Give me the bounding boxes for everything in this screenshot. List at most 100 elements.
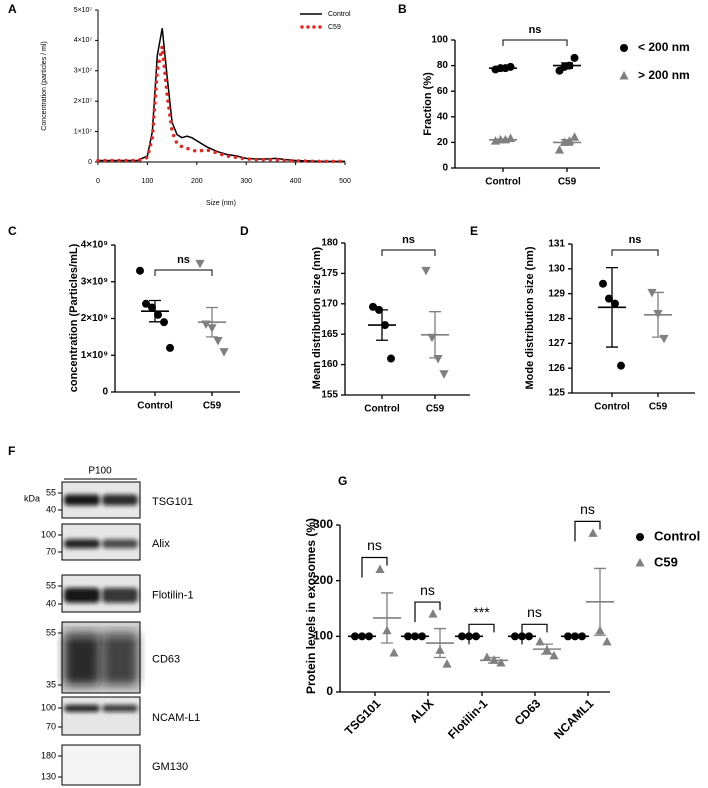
data-point — [611, 299, 619, 308]
error-bar — [606, 266, 618, 348]
marker-label: 130 — [41, 771, 56, 781]
panel-letter: F — [8, 444, 15, 458]
data-point — [599, 279, 607, 288]
data-point — [617, 361, 625, 370]
y-tick-label: 129 — [548, 288, 565, 299]
data-point — [605, 294, 613, 303]
row-label: NCAM-L1 — [152, 712, 200, 724]
significance-label: ns — [529, 24, 542, 36]
row-label: CD63 — [152, 653, 180, 665]
data-point — [496, 658, 506, 667]
data-point — [148, 303, 156, 312]
data-point — [588, 528, 598, 537]
row-label: Flotilin-1 — [152, 589, 194, 601]
data-point — [428, 609, 438, 618]
data-point — [535, 636, 545, 646]
y-tick-label: 1×10⁷ — [74, 128, 93, 135]
band — [64, 704, 100, 712]
error-bar — [206, 306, 218, 338]
error-bar — [497, 66, 509, 70]
data-point — [195, 259, 205, 269]
y-tick-label: 130 — [548, 263, 565, 274]
legend-label: Control — [654, 528, 700, 543]
blot-header: P100 — [88, 466, 112, 477]
data-point — [659, 334, 669, 344]
panel-letter: B — [398, 2, 407, 16]
marker-label: 35 — [46, 679, 56, 689]
data-point — [439, 370, 449, 379]
error-bar — [376, 309, 388, 341]
error-bar — [541, 643, 553, 655]
significance-label: ns — [580, 501, 595, 517]
y-tick-label: 131 — [548, 239, 565, 250]
error-bar — [594, 567, 606, 636]
error-bar — [149, 299, 161, 323]
band — [64, 494, 100, 506]
x-tick-label: 200 — [191, 178, 203, 185]
panel-letter: E — [470, 224, 478, 238]
data-point — [427, 333, 437, 343]
y-tick-label: 4×10⁷ — [74, 37, 93, 44]
data-point — [387, 354, 395, 363]
marker-label: 180 — [41, 750, 56, 760]
x-tick-label: 100 — [142, 178, 154, 185]
marker-label: 40 — [46, 598, 56, 608]
data-point — [421, 266, 431, 276]
y-tick-label: 126 — [548, 363, 565, 374]
y-tick-label: 175 — [321, 268, 338, 279]
panel-letter: C — [8, 224, 17, 238]
y-tick-label: 160 — [321, 359, 338, 370]
legend-marker — [635, 558, 645, 567]
y-tick-label: 100 — [313, 629, 333, 643]
x-tick-label: Control — [137, 401, 173, 412]
error-bar — [381, 592, 393, 644]
x-tick-label: C59 — [426, 404, 445, 415]
row-label: GM130 — [152, 761, 188, 773]
y-axis-label: Mode distribution size (nm) — [524, 246, 536, 389]
y-tick-label: 40 — [437, 111, 449, 122]
significance-label: ns — [527, 604, 542, 620]
y-tick-label: 60 — [437, 86, 449, 97]
significance-label: ns — [629, 234, 642, 246]
data-point — [136, 266, 144, 275]
marker-label: 55 — [46, 627, 56, 637]
series-line — [96, 46, 347, 164]
error-bar — [561, 139, 573, 146]
x-tick-label: ALIX — [407, 696, 436, 725]
error-bar — [429, 311, 441, 359]
significance-label: ns — [177, 254, 190, 266]
y-tick-label: 100 — [431, 35, 448, 46]
significance-label: *** — [473, 604, 490, 620]
x-tick-label: 400 — [290, 178, 302, 185]
data-point — [375, 564, 385, 574]
y-axis-label: Fraction (%) — [422, 72, 434, 136]
legend-marker — [620, 44, 628, 52]
marker-label: 100 — [41, 702, 56, 712]
data-point — [160, 318, 168, 327]
row-label: Alix — [152, 538, 170, 550]
band — [102, 704, 138, 712]
data-point — [482, 652, 492, 661]
band — [102, 637, 138, 686]
y-axis-label: Mean distribution size (nm) — [311, 246, 323, 389]
y-tick-label: 125 — [548, 388, 565, 399]
significance-bracket — [611, 249, 659, 256]
band — [64, 637, 100, 686]
x-tick-label: Control — [594, 402, 630, 413]
y-tick-label: 0 — [442, 163, 448, 174]
y-tick-label: 5×10⁷ — [74, 7, 93, 14]
significance-bracket — [468, 623, 495, 645]
data-point — [602, 636, 612, 646]
band — [64, 629, 100, 644]
marker-label: 40 — [46, 504, 56, 514]
x-tick-label: Control — [364, 404, 400, 415]
significance-label: ns — [420, 582, 435, 598]
error-bar — [434, 627, 446, 659]
x-tick-label: CD63 — [512, 696, 544, 728]
legend-label: < 200 nm — [638, 40, 690, 54]
y-tick-label: 1×10⁹ — [81, 350, 109, 361]
series-line — [98, 28, 345, 163]
data-point — [570, 53, 579, 62]
y-tick-label: 4×10⁹ — [81, 240, 109, 251]
significance-bracket — [414, 601, 441, 623]
